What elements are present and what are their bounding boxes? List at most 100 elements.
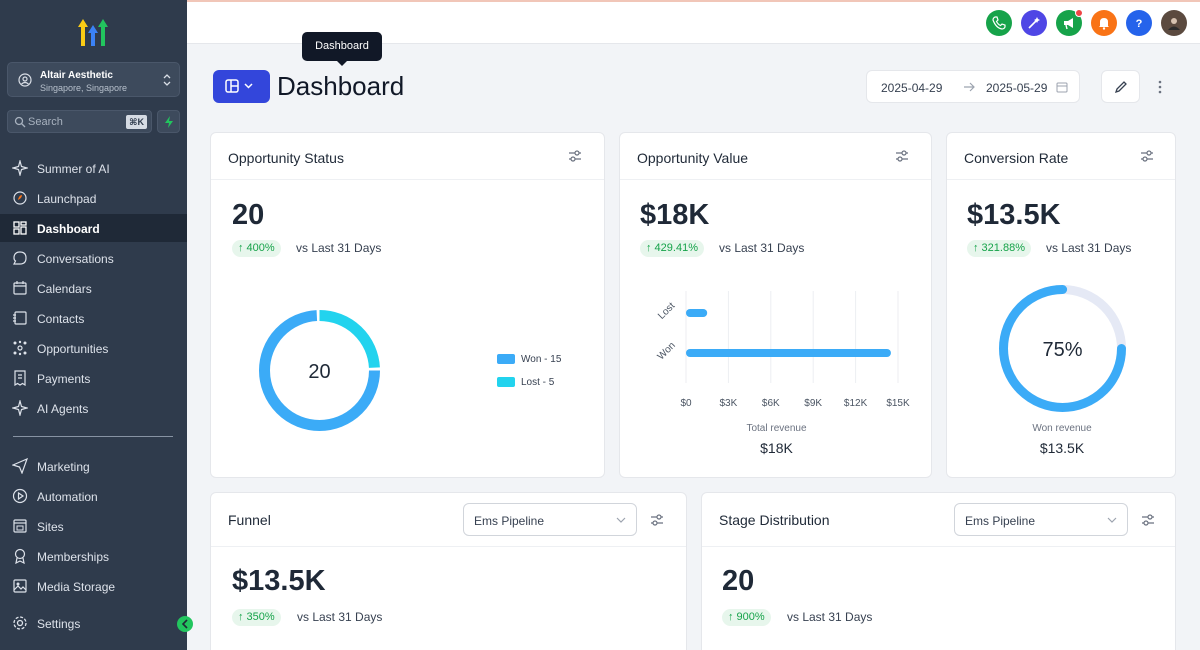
contact-book-icon [13, 311, 27, 325]
bell-icon [1099, 18, 1109, 30]
change-badge: ↑ 321.88% [967, 240, 1031, 257]
metric-value: $18K [640, 199, 710, 231]
sparkle-icon [12, 160, 28, 176]
app-logo-icon[interactable] [76, 14, 110, 48]
search-input[interactable]: Search ⌘K [7, 110, 152, 133]
help-button[interactable]: ? [1126, 10, 1152, 36]
filter-settings-icon[interactable] [650, 513, 664, 527]
sidebar-item-label: Summer of AI [37, 162, 110, 176]
sidebar-item-automation[interactable]: Automation [0, 482, 187, 510]
card-title: Opportunity Status [228, 150, 344, 166]
search-icon [14, 116, 26, 128]
chat-icon [13, 251, 27, 265]
legend-lost-swatch [497, 377, 515, 387]
sidebar-item-label: Contacts [37, 312, 85, 326]
date-start: 2025-04-29 [881, 81, 943, 95]
account-name: Altair Aesthetic [40, 70, 113, 81]
calendar-icon [13, 281, 27, 295]
sidebar-item-label: Sites [37, 520, 64, 534]
receipt-icon [14, 370, 26, 386]
sidebar-item-payments[interactable]: Payments [0, 364, 187, 392]
bar-lost[interactable] [686, 309, 708, 317]
megaphone-icon [1064, 18, 1073, 30]
notification-dot [1075, 9, 1083, 17]
sidebar-item-launchpad[interactable]: Launchpad [0, 184, 187, 212]
opportunity-value-bar-chart: $0 $3K $6K $9K $12K $15K Lost Won [656, 291, 910, 409]
sidebar-item-opportunities[interactable]: Opportunities [0, 334, 187, 362]
more-options-icon[interactable] [1155, 79, 1165, 95]
card-header: Conversion Rate [947, 133, 1175, 180]
sidebar-item-summer-of-ai[interactable]: Summer of AI [0, 154, 187, 182]
sidebar-item-settings[interactable]: Settings [0, 609, 187, 637]
user-avatar[interactable] [1161, 10, 1187, 36]
filter-settings-icon[interactable] [895, 149, 909, 163]
sidebar-item-dashboard[interactable]: Dashboard [0, 214, 187, 242]
gear-icon [13, 616, 27, 630]
layout-switcher-button[interactable] [213, 70, 270, 103]
notifications-button[interactable] [1091, 10, 1117, 36]
card-header: Stage Distribution Ems Pipeline [702, 493, 1175, 547]
page-title: Dashboard [277, 71, 405, 101]
user-avatar-icon [1168, 18, 1180, 30]
sidebar-item-calendars[interactable]: Calendars [0, 274, 187, 302]
account-switcher[interactable]: Altair Aesthetic Singapore, Singapore [7, 62, 180, 97]
chevron-updown-icon [163, 74, 171, 86]
card-header: Opportunity Value [620, 133, 931, 180]
sidebar-item-sites[interactable]: Sites [0, 512, 187, 540]
filter-settings-icon[interactable] [568, 149, 582, 163]
phone-button[interactable] [986, 10, 1012, 36]
pipeline-select-value: Ems Pipeline [474, 514, 545, 528]
layout-icon [225, 79, 253, 93]
rocket-icon [13, 191, 27, 205]
metric-value: 20 [722, 565, 755, 597]
announcements-button[interactable] [1056, 9, 1083, 36]
calendar-icon [1056, 82, 1068, 93]
y-category-label: Won [656, 340, 678, 362]
play-circle-icon [12, 488, 28, 504]
card-title: Conversion Rate [964, 150, 1069, 166]
pipeline-select[interactable]: Ems Pipeline [463, 503, 637, 536]
sidebar-item-media-storage[interactable]: Media Storage [0, 572, 187, 600]
bar-won[interactable] [686, 349, 891, 357]
filter-settings-icon[interactable] [1141, 513, 1155, 527]
chevron-left-icon [181, 619, 188, 629]
sidebar-item-ai-agents[interactable]: AI Agents [0, 394, 187, 422]
magic-button[interactable] [1021, 10, 1047, 36]
sidebar-item-conversations[interactable]: Conversations [0, 244, 187, 272]
donut-won-arc[interactable] [999, 285, 1126, 412]
sidebar-item-marketing[interactable]: Marketing [0, 452, 187, 480]
edit-dashboard-button[interactable] [1101, 70, 1140, 103]
grid-icon [13, 221, 27, 235]
quick-action-button[interactable] [157, 110, 180, 133]
arrow-right-icon [964, 82, 975, 92]
collapse-sidebar-button[interactable] [177, 616, 193, 632]
filter-settings-icon[interactable] [1140, 149, 1154, 163]
donut-won-slice[interactable] [259, 310, 380, 431]
sidebar: Altair Aesthetic Singapore, Singapore Se… [0, 0, 193, 650]
date-range-picker[interactable]: 2025-04-29 2025-05-29 [866, 70, 1080, 103]
account-location: Singapore, Singapore [40, 83, 128, 93]
sidebar-item-memberships[interactable]: Memberships [0, 542, 187, 570]
legend-won-swatch [497, 354, 515, 364]
globe-window-icon [13, 519, 27, 533]
donut-center-value: 20 [308, 361, 330, 383]
metric-value: $13.5K [967, 199, 1061, 231]
comparison-label: vs Last 31 Days [297, 610, 383, 624]
sidebar-item-label: Calendars [37, 282, 92, 296]
sparkle-icon [12, 400, 28, 416]
pencil-icon [1114, 81, 1127, 94]
send-icon [12, 458, 28, 474]
pipeline-select[interactable]: Ems Pipeline [954, 503, 1128, 536]
sidebar-item-contacts[interactable]: Contacts [0, 304, 187, 332]
comparison-label: vs Last 31 Days [1046, 241, 1132, 255]
x-tick-label: $0 [680, 398, 692, 409]
x-tick-label: $6K [762, 398, 780, 409]
date-end: 2025-05-29 [986, 81, 1048, 95]
donut-lost-slice[interactable] [259, 310, 380, 431]
sidebar-item-label: Memberships [37, 550, 110, 564]
search-placeholder: Search [28, 116, 63, 128]
search-shortcut: ⌘K [126, 115, 147, 129]
phone-icon [992, 16, 1006, 30]
card-header: Funnel Ems Pipeline [211, 493, 686, 547]
conversion-rate-card: Conversion Rate $13.5K ↑ 321.88% vs Last… [946, 132, 1176, 478]
